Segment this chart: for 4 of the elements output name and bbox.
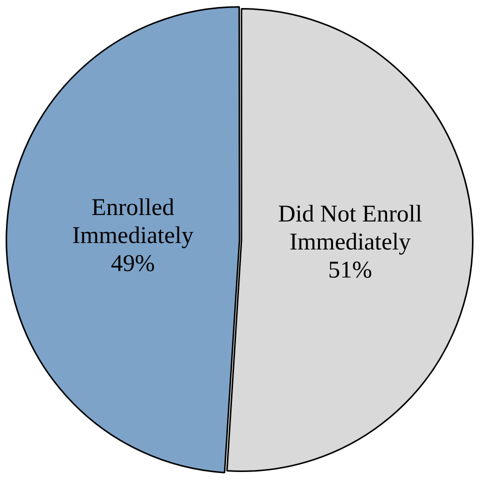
data-label: 49%: [110, 250, 155, 277]
slice-label: Did Not Enroll Immediately: [278, 202, 422, 256]
slice-label: Enrolled Immediately: [72, 194, 194, 249]
data-label: 51%: [328, 258, 372, 284]
